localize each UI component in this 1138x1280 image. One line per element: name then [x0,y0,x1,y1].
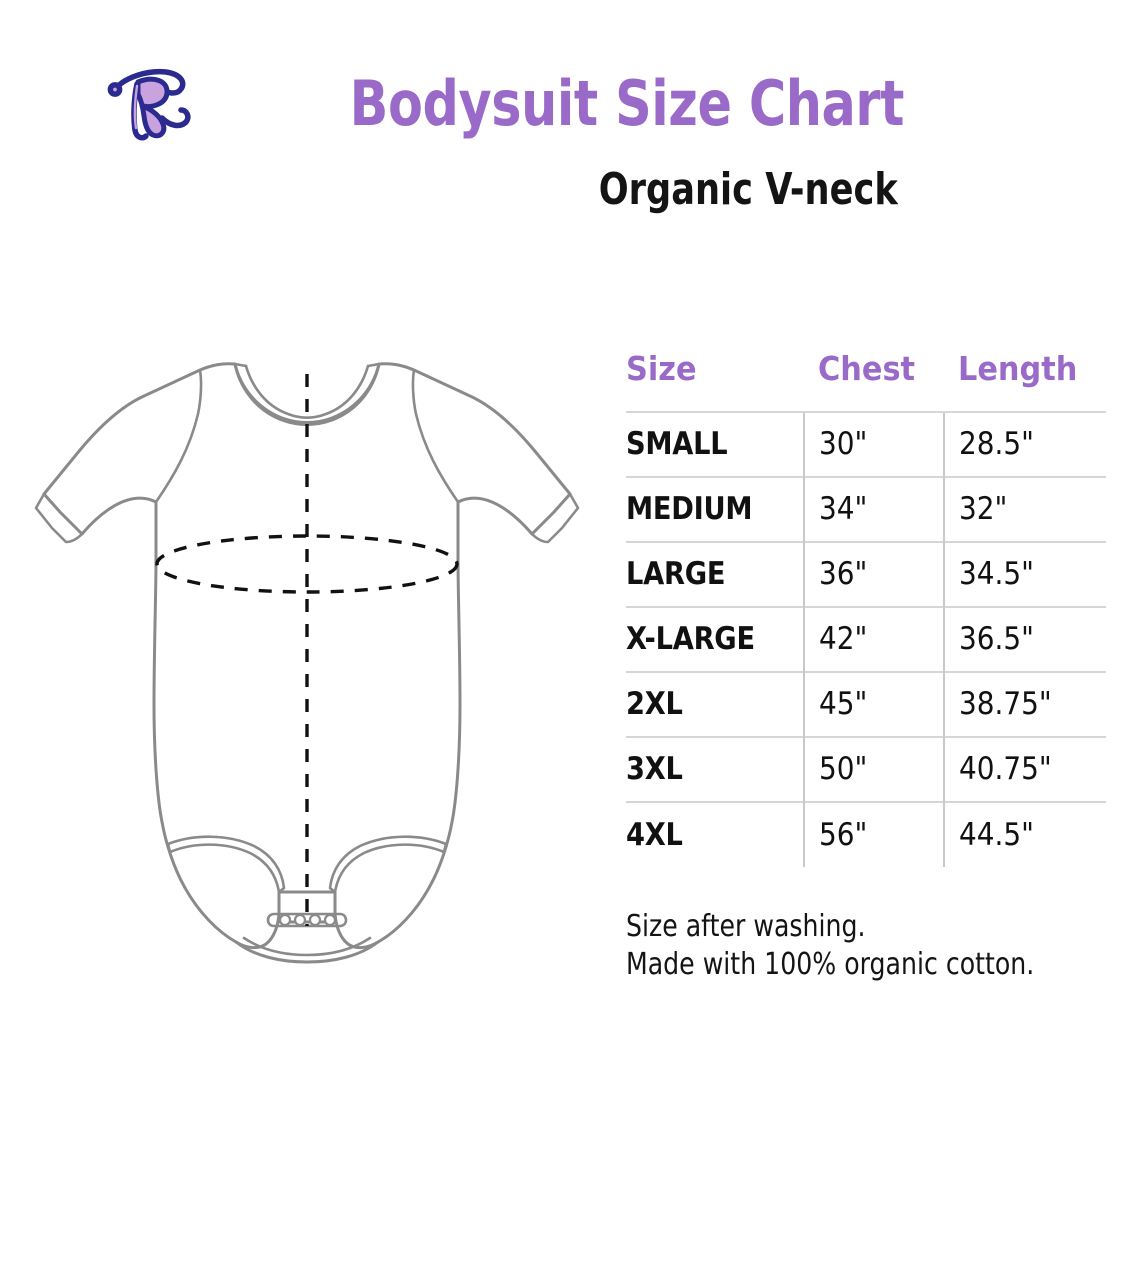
page-header: Bodysuit Size Chart Organic V-neck [0,0,1138,240]
cell-length-text: 32" [959,491,1008,527]
column-header-length-label: Length [958,349,1078,388]
table-row: 4XL 56" 44.5" [626,801,1106,867]
cell-length: 44.5" [943,801,1106,867]
size-table-container: Size Chest Length SMALL 30" 28.5" MEDIUM… [626,352,1110,867]
table-row: LARGE 36" 34.5" [626,541,1106,607]
column-header-chest-label: Chest [818,349,916,388]
cell-length: 34.5" [943,541,1106,607]
cell-length-text: 34.5" [959,556,1034,592]
cell-chest: 50" [803,736,944,802]
table-row: 2XL 45" 38.75" [626,671,1106,737]
table-header-row: Size Chest Length [626,352,1106,412]
cell-size: 4XL [626,801,804,867]
cell-length-text: 38.75" [959,686,1052,722]
footnotes: Size after washing. Made with 100% organ… [626,908,1106,985]
cell-chest-text: 45" [819,686,868,722]
cell-size: LARGE [626,541,804,607]
cell-chest-text: 50" [819,751,868,787]
cell-size-text: LARGE [626,556,726,592]
cell-size: 3XL [626,736,804,802]
column-header-size: Size [626,352,804,412]
cell-length-text: 28.5" [959,426,1034,462]
table-header: Size Chest Length [626,352,1106,412]
footnote-organic-cotton: Made with 100% organic cotton. [626,946,1106,984]
footnote-size-after-washing-text: Size after washing. [626,909,866,944]
cell-size: MEDIUM [626,476,804,542]
page-subtitle-text: Organic V-neck [599,164,898,215]
safety-pin-script-r-logo-icon [107,68,191,141]
cell-length: 36.5" [943,606,1106,672]
table-row: SMALL 30" 28.5" [626,411,1106,477]
cell-size-text: 2XL [626,686,683,722]
cell-size-text: X-LARGE [626,621,755,657]
size-chart-table: Size Chest Length SMALL 30" 28.5" MEDIUM… [626,352,1106,867]
cell-length-text: 36.5" [959,621,1034,657]
cell-chest-text: 36" [819,556,868,592]
cell-size: 2XL [626,671,804,737]
cell-length-text: 44.5" [959,816,1034,853]
cell-length: 28.5" [943,411,1106,477]
cell-chest-text: 30" [819,426,868,462]
cell-chest: 36" [803,541,944,607]
chest-measure-ellipse [155,534,459,594]
cell-chest-text: 56" [819,816,868,853]
cell-size-text: 4XL [626,816,683,853]
table-body: SMALL 30" 28.5" MEDIUM 34" 32" LARGE 36"… [626,411,1106,867]
table-row: X-LARGE 42" 36.5" [626,606,1106,672]
column-header-size-label: Size [626,349,697,388]
table-row: 3XL 50" 40.75" [626,736,1106,802]
cell-chest: 42" [803,606,944,672]
cell-size: SMALL [626,411,804,477]
cell-chest: 34" [803,476,944,542]
cell-chest-text: 34" [819,491,868,527]
title-row: Bodysuit Size Chart [0,58,904,150]
cell-size-text: 3XL [626,751,683,787]
cell-chest: 45" [803,671,944,737]
footnote-size-after-washing: Size after washing. [626,908,1106,946]
bodysuit-illustration [22,352,592,1012]
cell-length: 38.75" [943,671,1106,737]
page-title: Bodysuit Size Chart [349,67,905,140]
page-subtitle: Organic V-neck [0,168,898,212]
footnote-organic-cotton-text: Made with 100% organic cotton. [626,947,1035,983]
cell-size-text: MEDIUM [626,491,753,527]
cell-length: 40.75" [943,736,1106,802]
cell-length-text: 40.75" [959,751,1052,787]
cell-chest-text: 42" [819,621,868,657]
cell-chest: 56" [803,801,944,867]
cell-size: X-LARGE [626,606,804,672]
table-row: MEDIUM 34" 32" [626,476,1106,542]
column-header-length: Length [944,352,1106,412]
cell-length: 32" [943,476,1106,542]
cell-size-text: SMALL [626,426,728,462]
cell-chest: 30" [803,411,944,477]
bodysuit-line-drawing-icon [34,362,580,964]
column-header-chest: Chest [804,352,944,412]
